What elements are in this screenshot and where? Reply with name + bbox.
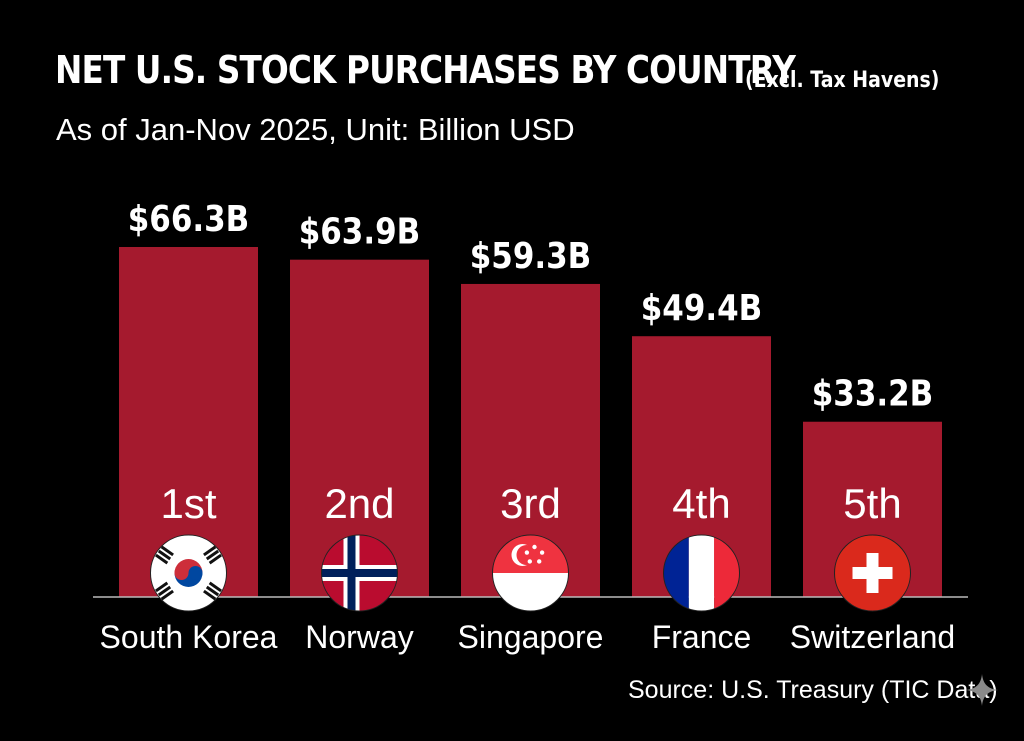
category-label: South Korea: [100, 619, 278, 655]
rank-label: 4th: [672, 480, 730, 527]
value-label: $63.9B: [299, 210, 420, 252]
chart-title: NET U.S. STOCK PURCHASES BY COUNTRY: [55, 48, 796, 92]
switzerland-flag-icon: [834, 535, 911, 611]
value-label: $33.2B: [812, 372, 933, 414]
flag-ring: [321, 534, 398, 612]
south-korea-flag-icon: [150, 535, 227, 611]
title-note-row: (Excl. Tax Havens): [745, 68, 971, 93]
rank-label: 5th: [843, 480, 901, 527]
rank-label: 3rd: [500, 480, 561, 527]
sparkle-icon: [966, 674, 998, 706]
category-label: Singapore: [458, 619, 604, 655]
title-row: NET U.S. STOCK PURCHASES BY COUNTRY: [55, 48, 916, 92]
flag-ring: [492, 534, 569, 612]
chart-title-note: (Excl. Tax Havens): [745, 68, 940, 93]
source-note: Source: U.S. Treasury (TIC Data): [628, 676, 998, 704]
singapore-flag-icon: [492, 535, 569, 611]
rank-label: 1st: [160, 480, 216, 527]
category-label: Switzerland: [790, 619, 955, 655]
category-label: Norway: [305, 619, 413, 655]
norway-flag-icon: [321, 535, 398, 611]
flag-ring: [150, 534, 227, 612]
category-label: France: [652, 619, 752, 655]
chart-subtitle: As of Jan-Nov 2025, Unit: Billion USD: [56, 112, 575, 147]
value-label: $59.3B: [470, 235, 591, 277]
value-label: $49.4B: [641, 287, 762, 329]
value-label: $66.3B: [128, 198, 249, 240]
rank-label: 2nd: [324, 480, 394, 527]
flag-ring: [663, 534, 740, 612]
flag-ring: [834, 534, 911, 612]
